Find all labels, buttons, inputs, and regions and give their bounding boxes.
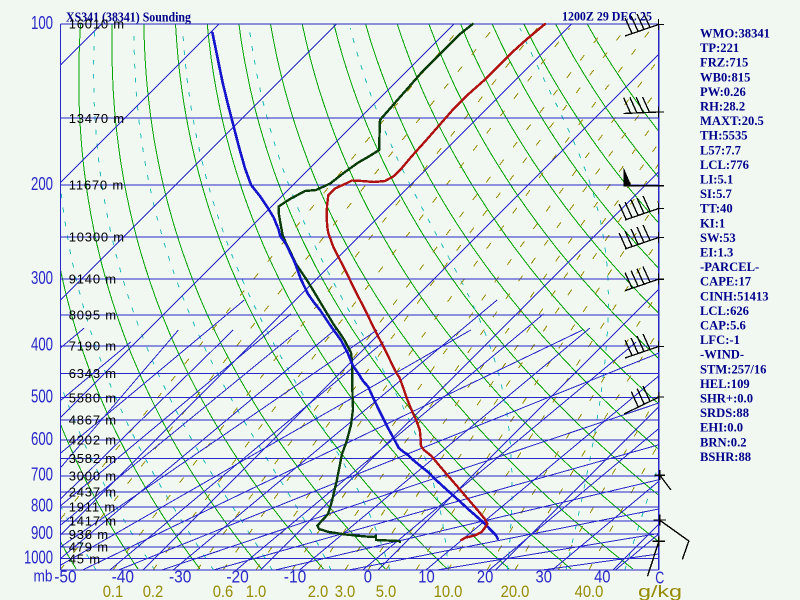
svg-text:CAPE:17: CAPE:17 xyxy=(700,275,751,289)
svg-text:CINH:51413: CINH:51413 xyxy=(700,289,769,303)
svg-text:9140 m: 9140 m xyxy=(69,272,117,287)
svg-text:1417 m: 1417 m xyxy=(69,514,117,529)
svg-text:-50: -50 xyxy=(54,567,77,587)
svg-text:3000 m: 3000 m xyxy=(69,468,117,483)
svg-text:HEL:109: HEL:109 xyxy=(700,377,750,391)
svg-text:3.0: 3.0 xyxy=(335,582,356,600)
svg-text:200: 200 xyxy=(31,174,53,194)
svg-text:6343 m: 6343 m xyxy=(69,366,117,381)
svg-text:800: 800 xyxy=(31,496,53,516)
svg-text:BRN:0.2: BRN:0.2 xyxy=(700,435,747,449)
svg-text:400: 400 xyxy=(31,335,53,355)
svg-text:WMO:38341: WMO:38341 xyxy=(700,27,770,41)
svg-text:11670 m: 11670 m xyxy=(69,178,124,193)
svg-text:MAXT:20.5: MAXT:20.5 xyxy=(700,114,764,128)
svg-text:900: 900 xyxy=(31,523,53,543)
svg-text:10.0: 10.0 xyxy=(434,582,463,600)
svg-text:FRZ:715: FRZ:715 xyxy=(700,56,748,70)
svg-text:936 m: 936 m xyxy=(69,527,109,542)
svg-text:40.0: 40.0 xyxy=(575,582,604,600)
svg-text:16010 m: 16010 m xyxy=(69,17,125,32)
svg-text:8095 m: 8095 m xyxy=(69,307,117,322)
svg-text:TT:40: TT:40 xyxy=(700,202,733,216)
svg-text:2437 m: 2437 m xyxy=(69,484,117,499)
svg-text:LCL:626: LCL:626 xyxy=(700,304,749,318)
svg-text:SRDS:88: SRDS:88 xyxy=(700,406,749,420)
svg-text:LCL:776: LCL:776 xyxy=(700,158,749,172)
svg-text:KI:1: KI:1 xyxy=(700,216,725,230)
svg-text:-PARCEL-: -PARCEL- xyxy=(700,260,759,274)
svg-text:10: 10 xyxy=(418,567,435,587)
svg-text:SHR+:0.0: SHR+:0.0 xyxy=(700,392,753,406)
svg-text:TP:221: TP:221 xyxy=(700,41,739,55)
svg-text:STM:257/16: STM:257/16 xyxy=(700,362,766,376)
svg-text:-30: -30 xyxy=(169,567,192,587)
svg-text:LI:5.1: LI:5.1 xyxy=(700,173,733,187)
svg-text:40: 40 xyxy=(594,567,611,587)
svg-text:1000: 1000 xyxy=(24,547,53,567)
svg-text:4867 m: 4867 m xyxy=(69,412,117,427)
svg-text:45 m: 45 m xyxy=(69,551,101,566)
svg-text:0.2: 0.2 xyxy=(143,582,164,600)
svg-text:0.6: 0.6 xyxy=(213,582,234,600)
svg-text:SW:53: SW:53 xyxy=(700,231,736,245)
svg-text:500: 500 xyxy=(31,387,53,407)
svg-text:EI:1.3: EI:1.3 xyxy=(700,246,733,260)
svg-text:4202 m: 4202 m xyxy=(69,433,117,448)
svg-text:SI:5.7: SI:5.7 xyxy=(700,187,732,201)
svg-text:300: 300 xyxy=(31,268,53,288)
svg-text:30: 30 xyxy=(536,567,553,587)
svg-text:-10: -10 xyxy=(284,567,307,587)
svg-text:LFC:-1: LFC:-1 xyxy=(700,333,740,347)
svg-text:C: C xyxy=(655,568,664,588)
svg-text:EHI:0.0: EHI:0.0 xyxy=(700,421,743,435)
svg-text:XS341 (38341) Sounding: XS341 (38341) Sounding xyxy=(66,10,191,25)
svg-text:-20: -20 xyxy=(226,567,249,587)
svg-text:13470 m: 13470 m xyxy=(69,111,125,126)
svg-text:3582 m: 3582 m xyxy=(69,451,117,466)
svg-text:L57:7.7: L57:7.7 xyxy=(700,143,741,157)
svg-text:BSHR:88: BSHR:88 xyxy=(700,450,751,464)
svg-text:20.0: 20.0 xyxy=(501,582,530,600)
svg-text:700: 700 xyxy=(31,465,53,485)
svg-text:CAP:5.6: CAP:5.6 xyxy=(700,319,746,333)
svg-text:RH:28.2: RH:28.2 xyxy=(700,100,745,114)
svg-text:-WIND-: -WIND- xyxy=(700,348,744,362)
svg-text:5.0: 5.0 xyxy=(376,582,397,600)
svg-text:0.1: 0.1 xyxy=(103,582,124,600)
svg-text:479 m: 479 m xyxy=(69,539,109,554)
svg-text:TH:5535: TH:5535 xyxy=(700,129,748,143)
svg-text:5580 m: 5580 m xyxy=(69,390,117,405)
svg-text:10300 m: 10300 m xyxy=(69,229,125,244)
svg-text:PW:0.26: PW:0.26 xyxy=(700,85,746,99)
svg-text:0: 0 xyxy=(364,567,372,587)
svg-text:1200Z 29 DEC 25: 1200Z 29 DEC 25 xyxy=(562,9,652,24)
svg-text:20: 20 xyxy=(477,567,494,587)
svg-text:7190 m: 7190 m xyxy=(69,339,117,354)
svg-text:1911 m: 1911 m xyxy=(69,499,116,514)
svg-text:WB0:815: WB0:815 xyxy=(700,70,750,84)
svg-text:-40: -40 xyxy=(112,567,135,587)
svg-text:g/kg: g/kg xyxy=(638,582,682,600)
svg-text:2.0: 2.0 xyxy=(308,582,329,600)
svg-text:100: 100 xyxy=(31,13,53,33)
svg-text:mb: mb xyxy=(34,568,53,586)
svg-text:1.0: 1.0 xyxy=(246,582,267,600)
svg-text:600: 600 xyxy=(31,429,53,449)
